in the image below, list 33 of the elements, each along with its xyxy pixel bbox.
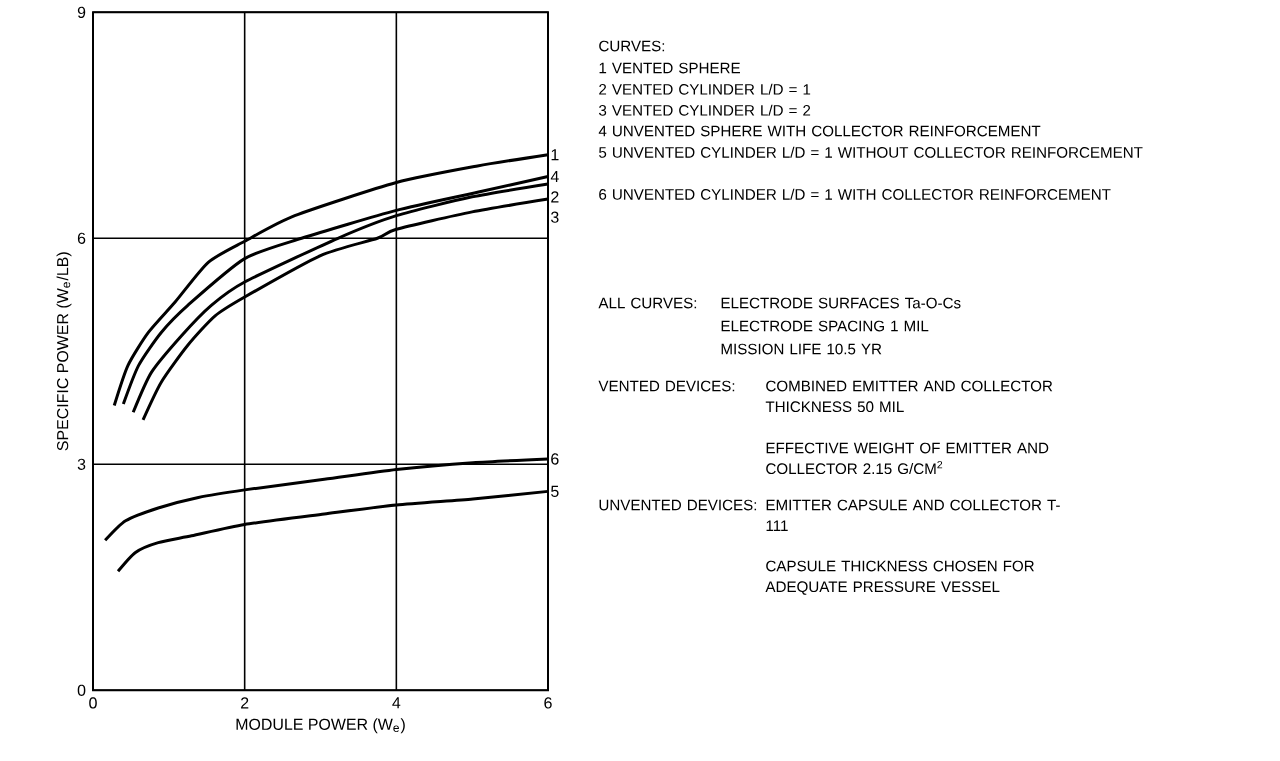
x-tick-label: 4 bbox=[392, 697, 401, 709]
text: COMBINED EMITTER AND COLLECTOR THICKNESS 50 MIL bbox=[765, 380, 1053, 412]
text: 6 UNVENTED CYLINDER L/D = 1 WITH COLLECTOR REINFORCEMENT bbox=[599, 188, 1111, 200]
text: UNVENTED DEVICES: bbox=[599, 499, 757, 511]
series-label: 3 bbox=[551, 211, 559, 223]
text: CAPSULE THICKNESS CHOSEN FOR ADEQUATE PRESSURE VESSEL bbox=[765, 560, 1034, 595]
x-tick-label: 2 bbox=[241, 697, 249, 709]
text: MISSION LIFE 10.5 YR bbox=[721, 343, 882, 355]
y-axis-title: SPECIFIC POWER (W$_{e}$/LB) bbox=[56, 252, 72, 451]
y-tick-label: 0 bbox=[77, 684, 86, 696]
y-tick-label: 9 bbox=[77, 6, 86, 18]
series-label: 5 bbox=[551, 485, 559, 497]
text: ELECTRODE SURFACES Ta-O-Cs bbox=[721, 297, 961, 309]
x-axis-title: MODULE POWER (W$_{e}$) bbox=[236, 718, 405, 734]
series-label: 2 bbox=[551, 191, 559, 203]
text: 1 VENTED SPHERE bbox=[599, 62, 740, 74]
x-tick-label: 0 bbox=[89, 697, 97, 709]
y-tick-label: 3 bbox=[77, 458, 86, 470]
text: 3 VENTED CYLINDER L/D = 2 bbox=[598, 104, 811, 116]
text: EMITTER CAPSULE AND COLLECTOR T-111 bbox=[766, 499, 1060, 531]
x-tick-label: 6 bbox=[544, 697, 552, 709]
text: ALL CURVES: bbox=[598, 297, 697, 309]
text: CURVES: bbox=[599, 40, 665, 52]
text: 2 VENTED CYLINDER L/D = 1 bbox=[599, 83, 811, 95]
text: EFFECTIVE WEIGHT OF EMITTER AND COLLECTOR 2.15 G/CM$^{2}$ bbox=[766, 442, 1049, 474]
series-label: 1 bbox=[551, 149, 559, 161]
y-tick-label: 6 bbox=[77, 232, 86, 244]
text: ELECTRODE SPACING 1 MIL bbox=[721, 320, 929, 332]
series-label: 4 bbox=[550, 170, 559, 182]
series-label: 6 bbox=[551, 453, 559, 465]
text: 5 UNVENTED CYLINDER L/D = 1 WITHOUT COLLECTOR REINFORCEMENT bbox=[599, 146, 1143, 158]
text: VENTED DEVICES: bbox=[598, 380, 735, 392]
text: 4 UNVENTED SPHERE WITH COLLECTOR REINFORCEMENT bbox=[598, 125, 1041, 137]
